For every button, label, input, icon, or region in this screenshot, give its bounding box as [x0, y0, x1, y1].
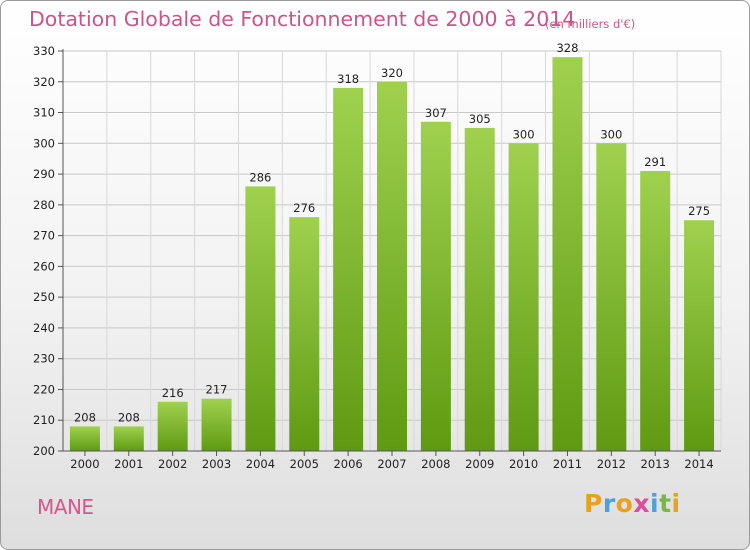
- x-tick-label: 2012: [597, 457, 626, 471]
- data-label: 275: [688, 204, 710, 218]
- bar: [596, 143, 627, 452]
- data-label: 328: [556, 41, 578, 55]
- y-tick-label: 300: [33, 136, 55, 150]
- y-tick-label: 230: [33, 352, 55, 366]
- chart-subtitle: (en milliers d'€): [545, 17, 636, 31]
- x-tick-label: 2014: [684, 457, 713, 471]
- data-label: 320: [381, 66, 403, 80]
- data-label: 216: [162, 386, 184, 400]
- data-label: 208: [118, 410, 140, 424]
- y-tick-label: 210: [33, 413, 55, 427]
- x-tick-label: 2006: [333, 457, 362, 471]
- logo-letter: t: [659, 489, 672, 518]
- bar: [640, 171, 671, 451]
- bar: [552, 57, 583, 452]
- y-tick-label: 270: [33, 229, 55, 243]
- logo-letter: i: [671, 489, 681, 518]
- bar: [113, 426, 144, 451]
- bar: [333, 87, 364, 451]
- x-tick-label: 2009: [465, 457, 494, 471]
- bar: [464, 127, 495, 451]
- x-tick-label: 2007: [377, 457, 406, 471]
- data-label: 307: [425, 106, 447, 120]
- y-tick-label: 200: [33, 444, 55, 458]
- y-tick-label: 220: [33, 382, 55, 396]
- bar: [684, 220, 715, 451]
- x-tick-label: 2000: [70, 457, 99, 471]
- logo-letter: r: [602, 489, 616, 518]
- y-tick-label: 250: [33, 290, 55, 304]
- y-tick-label: 320: [33, 75, 55, 89]
- data-label: 286: [249, 170, 271, 184]
- x-tick-label: 2003: [202, 457, 231, 471]
- data-label: 291: [644, 155, 666, 169]
- y-tick-label: 280: [33, 198, 55, 212]
- x-tick-label: 2013: [641, 457, 670, 471]
- bar: [508, 143, 539, 452]
- y-tick-label: 290: [33, 167, 55, 181]
- data-label: 305: [469, 112, 491, 126]
- bar: [201, 398, 232, 451]
- bar: [69, 426, 100, 451]
- x-tick-label: 2008: [421, 457, 450, 471]
- logo-letter: o: [615, 489, 634, 518]
- logo-letter: x: [633, 489, 650, 518]
- bar: [157, 401, 188, 451]
- x-tick-label: 2010: [509, 457, 538, 471]
- data-label: 300: [513, 127, 535, 141]
- logo-letter: i: [650, 489, 660, 518]
- x-tick-label: 2002: [158, 457, 187, 471]
- y-tick-label: 240: [33, 321, 55, 335]
- data-label: 208: [74, 410, 96, 424]
- proxiti-logo[interactable]: Proxiti: [584, 489, 681, 518]
- chart-title: Dotation Globale de Fonctionnement de 20…: [29, 7, 576, 31]
- data-label: 318: [337, 72, 359, 86]
- commune-name: MANE: [37, 495, 94, 519]
- data-label: 300: [600, 127, 622, 141]
- y-tick-label: 260: [33, 259, 55, 273]
- data-label: 276: [293, 201, 315, 215]
- x-tick-label: 2011: [553, 457, 582, 471]
- logo-letter: P: [584, 489, 603, 518]
- x-tick-label: 2004: [246, 457, 275, 471]
- x-tick-label: 2001: [114, 457, 143, 471]
- bar: [245, 186, 276, 451]
- bar: [289, 217, 320, 451]
- y-tick-label: 310: [33, 106, 55, 120]
- y-tick-label: 330: [33, 44, 55, 58]
- x-tick-label: 2005: [290, 457, 319, 471]
- bar: [420, 121, 451, 452]
- data-label: 217: [206, 383, 228, 397]
- bar: [377, 81, 407, 452]
